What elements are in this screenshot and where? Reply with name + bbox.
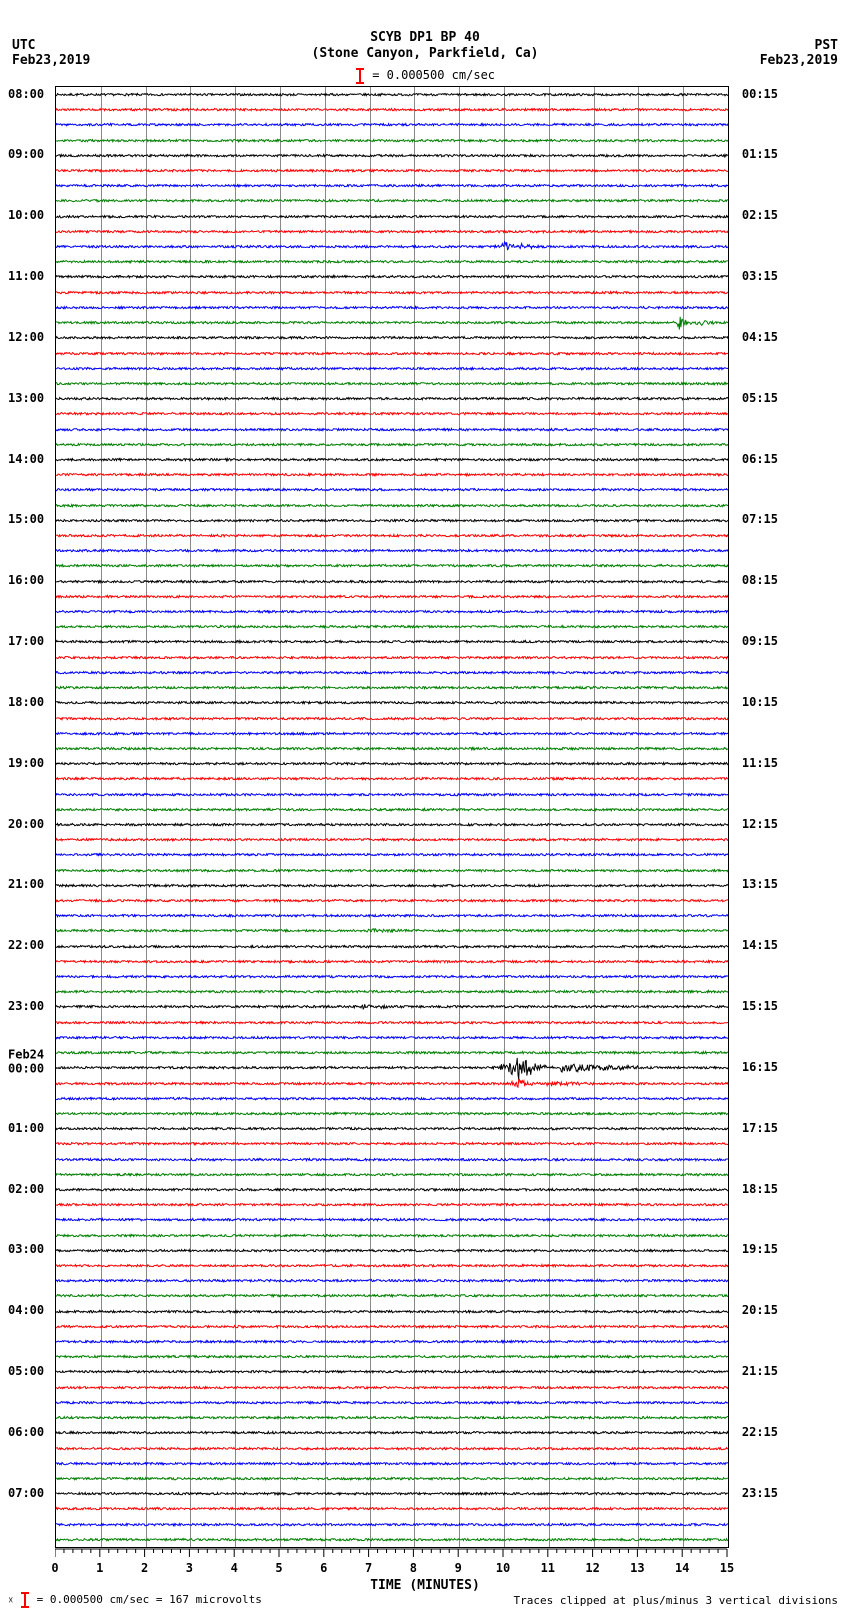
time-label-pst: 04:15	[742, 330, 778, 344]
time-label-utc: 13:00	[8, 391, 44, 405]
time-label-utc: 03:00	[8, 1242, 44, 1256]
time-label-pst: 23:15	[742, 1486, 778, 1500]
time-label-utc: 09:00	[8, 147, 44, 161]
time-label-pst: 21:15	[742, 1364, 778, 1378]
x-tick-label: 5	[275, 1561, 282, 1575]
time-label-pst: 13:15	[742, 877, 778, 891]
time-label-pst: 18:15	[742, 1182, 778, 1196]
time-label-utc: 22:00	[8, 938, 44, 952]
time-label-utc: 11:00	[8, 269, 44, 283]
time-label-pst: 10:15	[742, 695, 778, 709]
time-label-utc: 04:00	[8, 1303, 44, 1317]
x-tick-label: 9	[455, 1561, 462, 1575]
x-axis-label: TIME (MINUTES)	[0, 1578, 850, 1593]
time-label-utc: 06:00	[8, 1425, 44, 1439]
time-label-utc: 17:00	[8, 634, 44, 648]
time-label-utc: 16:00	[8, 573, 44, 587]
time-label-pst: 03:15	[742, 269, 778, 283]
time-label-pst: 19:15	[742, 1242, 778, 1256]
time-label-utc: 18:00	[8, 695, 44, 709]
time-label-utc: 05:00	[8, 1364, 44, 1378]
time-label-utc: 20:00	[8, 817, 44, 831]
time-label-utc: 12:00	[8, 330, 44, 344]
seismogram-container: UTC Feb23,2019 PST Feb23,2019 SCYB DP1 B…	[0, 0, 850, 1613]
plot-area	[55, 86, 729, 1548]
x-tick-label: 15	[720, 1561, 734, 1575]
time-label-utc: 02:00	[8, 1182, 44, 1196]
x-tick-label: 3	[186, 1561, 193, 1575]
time-label-utc: 08:00	[8, 87, 44, 101]
time-label-utc: 15:00	[8, 512, 44, 526]
footer-right: Traces clipped at plus/minus 3 vertical …	[513, 1594, 838, 1607]
x-tick-label: 12	[585, 1561, 599, 1575]
time-label-pst: 22:15	[742, 1425, 778, 1439]
time-label-utc: 10:00	[8, 208, 44, 222]
chart-title: SCYB DP1 BP 40	[0, 30, 850, 46]
x-tick-label: 11	[541, 1561, 555, 1575]
time-label-pst: 00:15	[742, 87, 778, 101]
time-label-utc: 07:00	[8, 1486, 44, 1500]
seismic-trace	[56, 1494, 728, 1585]
time-label-pst: 15:15	[742, 999, 778, 1013]
time-label-utc: 19:00	[8, 756, 44, 770]
x-tick-label: 0	[51, 1561, 58, 1575]
time-label-pst: 12:15	[742, 817, 778, 831]
time-label-utc: 01:00	[8, 1121, 44, 1135]
x-tick-label: 7	[365, 1561, 372, 1575]
time-label-pst: 08:15	[742, 573, 778, 587]
footer-scale-bar-icon	[24, 1593, 26, 1607]
footer-left: ☓ = 0.000500 cm/sec = 167 microvolts	[8, 1593, 262, 1607]
time-label-utc: 23:00	[8, 999, 44, 1013]
x-tick-label: 1	[96, 1561, 103, 1575]
time-label-pst: 17:15	[742, 1121, 778, 1135]
x-tick-label: 8	[410, 1561, 417, 1575]
time-label-utc: 14:00	[8, 452, 44, 466]
time-label-pst: 20:15	[742, 1303, 778, 1317]
time-label-pst: 16:15	[742, 1060, 778, 1074]
time-label-pst: 05:15	[742, 391, 778, 405]
time-label-utc: 21:00	[8, 877, 44, 891]
x-tick-label: 2	[141, 1561, 148, 1575]
footer-left-text: = 0.000500 cm/sec = 167 microvolts	[37, 1593, 262, 1606]
x-tick-label: 4	[231, 1561, 238, 1575]
x-tick-label: 6	[320, 1561, 327, 1575]
time-label-pst: 09:15	[742, 634, 778, 648]
time-label-utc: Feb2400:00	[8, 1047, 44, 1075]
time-label-pst: 11:15	[742, 756, 778, 770]
time-label-pst: 02:15	[742, 208, 778, 222]
time-label-pst: 14:15	[742, 938, 778, 952]
time-label-pst: 01:15	[742, 147, 778, 161]
x-tick-label: 10	[496, 1561, 510, 1575]
x-tick-label: 13	[630, 1561, 644, 1575]
x-tick-label: 14	[675, 1561, 689, 1575]
time-label-pst: 07:15	[742, 512, 778, 526]
time-label-pst: 06:15	[742, 452, 778, 466]
